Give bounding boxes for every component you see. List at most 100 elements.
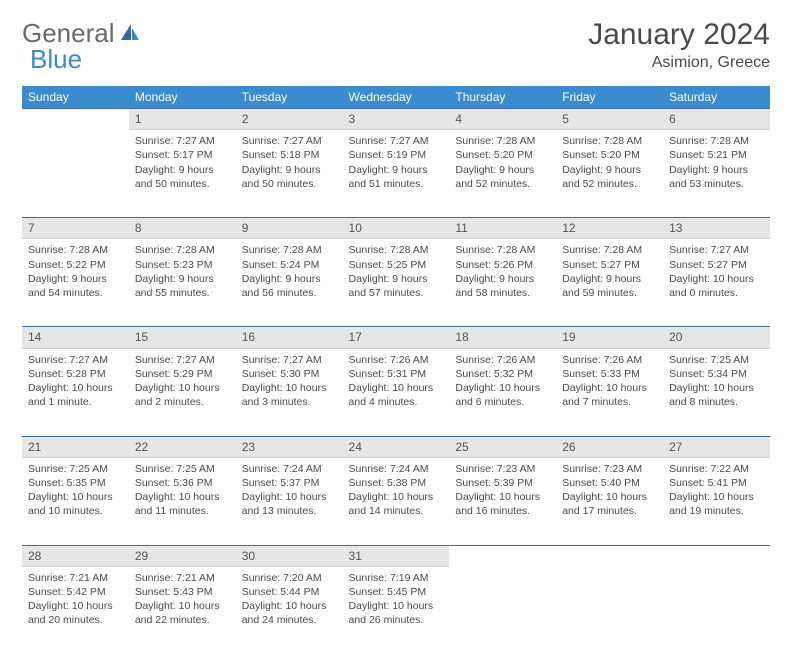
sunset-line: Sunset: 5:44 PM xyxy=(242,585,337,599)
day-number: 3 xyxy=(343,109,450,130)
day-number xyxy=(22,109,129,130)
sunset-line: Sunset: 5:34 PM xyxy=(669,367,764,381)
sunset-line: Sunset: 5:22 PM xyxy=(28,258,123,272)
day1-line: Daylight: 10 hours xyxy=(562,381,657,395)
daynum-row: 28293031 xyxy=(22,545,770,566)
daynum-row: 78910111213 xyxy=(22,218,770,239)
calendar-head: SundayMondayTuesdayWednesdayThursdayFrid… xyxy=(22,86,770,109)
sunset-line: Sunset: 5:19 PM xyxy=(349,148,444,162)
day2-line: and 3 minutes. xyxy=(242,395,337,409)
calendar-body: 123456Sunrise: 7:27 AMSunset: 5:17 PMDay… xyxy=(22,109,770,654)
sunset-line: Sunset: 5:45 PM xyxy=(349,585,444,599)
day-details: Sunrise: 7:28 AMSunset: 5:21 PMDaylight:… xyxy=(663,130,770,199)
sunrise-line: Sunrise: 7:28 AM xyxy=(28,243,123,257)
day-details: Sunrise: 7:28 AMSunset: 5:22 PMDaylight:… xyxy=(22,239,129,308)
sunrise-line: Sunrise: 7:24 AM xyxy=(349,462,444,476)
day-cell: Sunrise: 7:27 AMSunset: 5:27 PMDaylight:… xyxy=(663,239,770,327)
sunrise-line: Sunrise: 7:21 AM xyxy=(135,571,230,585)
day-details: Sunrise: 7:27 AMSunset: 5:28 PMDaylight:… xyxy=(22,349,129,418)
sunrise-line: Sunrise: 7:27 AM xyxy=(669,243,764,257)
sunset-line: Sunset: 5:21 PM xyxy=(669,148,764,162)
day-number: 1 xyxy=(129,109,236,130)
daynum-row: 123456 xyxy=(22,109,770,130)
weekday-row: SundayMondayTuesdayWednesdayThursdayFrid… xyxy=(22,86,770,109)
content-row: Sunrise: 7:25 AMSunset: 5:35 PMDaylight:… xyxy=(22,457,770,545)
day-cell: Sunrise: 7:24 AMSunset: 5:37 PMDaylight:… xyxy=(236,457,343,545)
day-cell: Sunrise: 7:25 AMSunset: 5:34 PMDaylight:… xyxy=(663,348,770,436)
daynum-row: 21222324252627 xyxy=(22,436,770,457)
day-number xyxy=(663,545,770,566)
sunrise-line: Sunrise: 7:21 AM xyxy=(28,571,123,585)
day1-line: Daylight: 9 hours xyxy=(349,163,444,177)
day1-line: Daylight: 10 hours xyxy=(669,381,764,395)
day-details: Sunrise: 7:27 AMSunset: 5:17 PMDaylight:… xyxy=(129,130,236,199)
sunset-line: Sunset: 5:26 PM xyxy=(455,258,550,272)
day2-line: and 1 minute. xyxy=(28,395,123,409)
day2-line: and 26 minutes. xyxy=(349,613,444,627)
day-cell: Sunrise: 7:27 AMSunset: 5:18 PMDaylight:… xyxy=(236,130,343,218)
day-number: 24 xyxy=(343,436,450,457)
calendar-table: SundayMondayTuesdayWednesdayThursdayFrid… xyxy=(22,86,770,654)
day-number: 22 xyxy=(129,436,236,457)
sunrise-line: Sunrise: 7:27 AM xyxy=(242,353,337,367)
sunset-line: Sunset: 5:41 PM xyxy=(669,476,764,490)
sunrise-line: Sunrise: 7:27 AM xyxy=(242,134,337,148)
day-number xyxy=(556,545,663,566)
day-cell xyxy=(449,566,556,654)
day-number: 30 xyxy=(236,545,343,566)
day-number: 17 xyxy=(343,327,450,348)
sunset-line: Sunset: 5:30 PM xyxy=(242,367,337,381)
day-number: 4 xyxy=(449,109,556,130)
day-details: Sunrise: 7:25 AMSunset: 5:36 PMDaylight:… xyxy=(129,458,236,527)
day2-line: and 13 minutes. xyxy=(242,504,337,518)
day1-line: Daylight: 9 hours xyxy=(135,272,230,286)
weekday-header: Sunday xyxy=(22,86,129,109)
brand-part2: Blue xyxy=(30,44,82,75)
day-number: 6 xyxy=(663,109,770,130)
day-details: Sunrise: 7:27 AMSunset: 5:30 PMDaylight:… xyxy=(236,349,343,418)
content-row: Sunrise: 7:28 AMSunset: 5:22 PMDaylight:… xyxy=(22,239,770,327)
sunrise-line: Sunrise: 7:27 AM xyxy=(349,134,444,148)
day-details: Sunrise: 7:28 AMSunset: 5:23 PMDaylight:… xyxy=(129,239,236,308)
day-cell: Sunrise: 7:24 AMSunset: 5:38 PMDaylight:… xyxy=(343,457,450,545)
day1-line: Daylight: 10 hours xyxy=(349,381,444,395)
content-row: Sunrise: 7:21 AMSunset: 5:42 PMDaylight:… xyxy=(22,566,770,654)
day-number: 28 xyxy=(22,545,129,566)
day-cell: Sunrise: 7:28 AMSunset: 5:20 PMDaylight:… xyxy=(556,130,663,218)
day-cell: Sunrise: 7:26 AMSunset: 5:33 PMDaylight:… xyxy=(556,348,663,436)
day1-line: Daylight: 10 hours xyxy=(562,490,657,504)
day-cell: Sunrise: 7:28 AMSunset: 5:26 PMDaylight:… xyxy=(449,239,556,327)
day2-line: and 51 minutes. xyxy=(349,177,444,191)
sunrise-line: Sunrise: 7:28 AM xyxy=(455,134,550,148)
day2-line: and 11 minutes. xyxy=(135,504,230,518)
day1-line: Daylight: 9 hours xyxy=(135,163,230,177)
day1-line: Daylight: 10 hours xyxy=(135,381,230,395)
day-details: Sunrise: 7:23 AMSunset: 5:39 PMDaylight:… xyxy=(449,458,556,527)
day-cell: Sunrise: 7:27 AMSunset: 5:28 PMDaylight:… xyxy=(22,348,129,436)
day-number: 29 xyxy=(129,545,236,566)
day2-line: and 20 minutes. xyxy=(28,613,123,627)
day-cell xyxy=(556,566,663,654)
day2-line: and 7 minutes. xyxy=(562,395,657,409)
sunrise-line: Sunrise: 7:26 AM xyxy=(562,353,657,367)
day1-line: Daylight: 9 hours xyxy=(242,272,337,286)
sunrise-line: Sunrise: 7:27 AM xyxy=(135,353,230,367)
day-number xyxy=(449,545,556,566)
day-cell: Sunrise: 7:21 AMSunset: 5:43 PMDaylight:… xyxy=(129,566,236,654)
sunset-line: Sunset: 5:40 PM xyxy=(562,476,657,490)
day-cell: Sunrise: 7:28 AMSunset: 5:24 PMDaylight:… xyxy=(236,239,343,327)
day-number: 14 xyxy=(22,327,129,348)
sunrise-line: Sunrise: 7:22 AM xyxy=(669,462,764,476)
sunset-line: Sunset: 5:23 PM xyxy=(135,258,230,272)
day1-line: Daylight: 9 hours xyxy=(349,272,444,286)
day1-line: Daylight: 10 hours xyxy=(455,381,550,395)
content-row: Sunrise: 7:27 AMSunset: 5:28 PMDaylight:… xyxy=(22,348,770,436)
day-cell: Sunrise: 7:23 AMSunset: 5:40 PMDaylight:… xyxy=(556,457,663,545)
sunrise-line: Sunrise: 7:27 AM xyxy=(28,353,123,367)
weekday-header: Wednesday xyxy=(343,86,450,109)
day-number: 15 xyxy=(129,327,236,348)
sunset-line: Sunset: 5:18 PM xyxy=(242,148,337,162)
daynum-row: 14151617181920 xyxy=(22,327,770,348)
day1-line: Daylight: 10 hours xyxy=(349,599,444,613)
day1-line: Daylight: 9 hours xyxy=(28,272,123,286)
